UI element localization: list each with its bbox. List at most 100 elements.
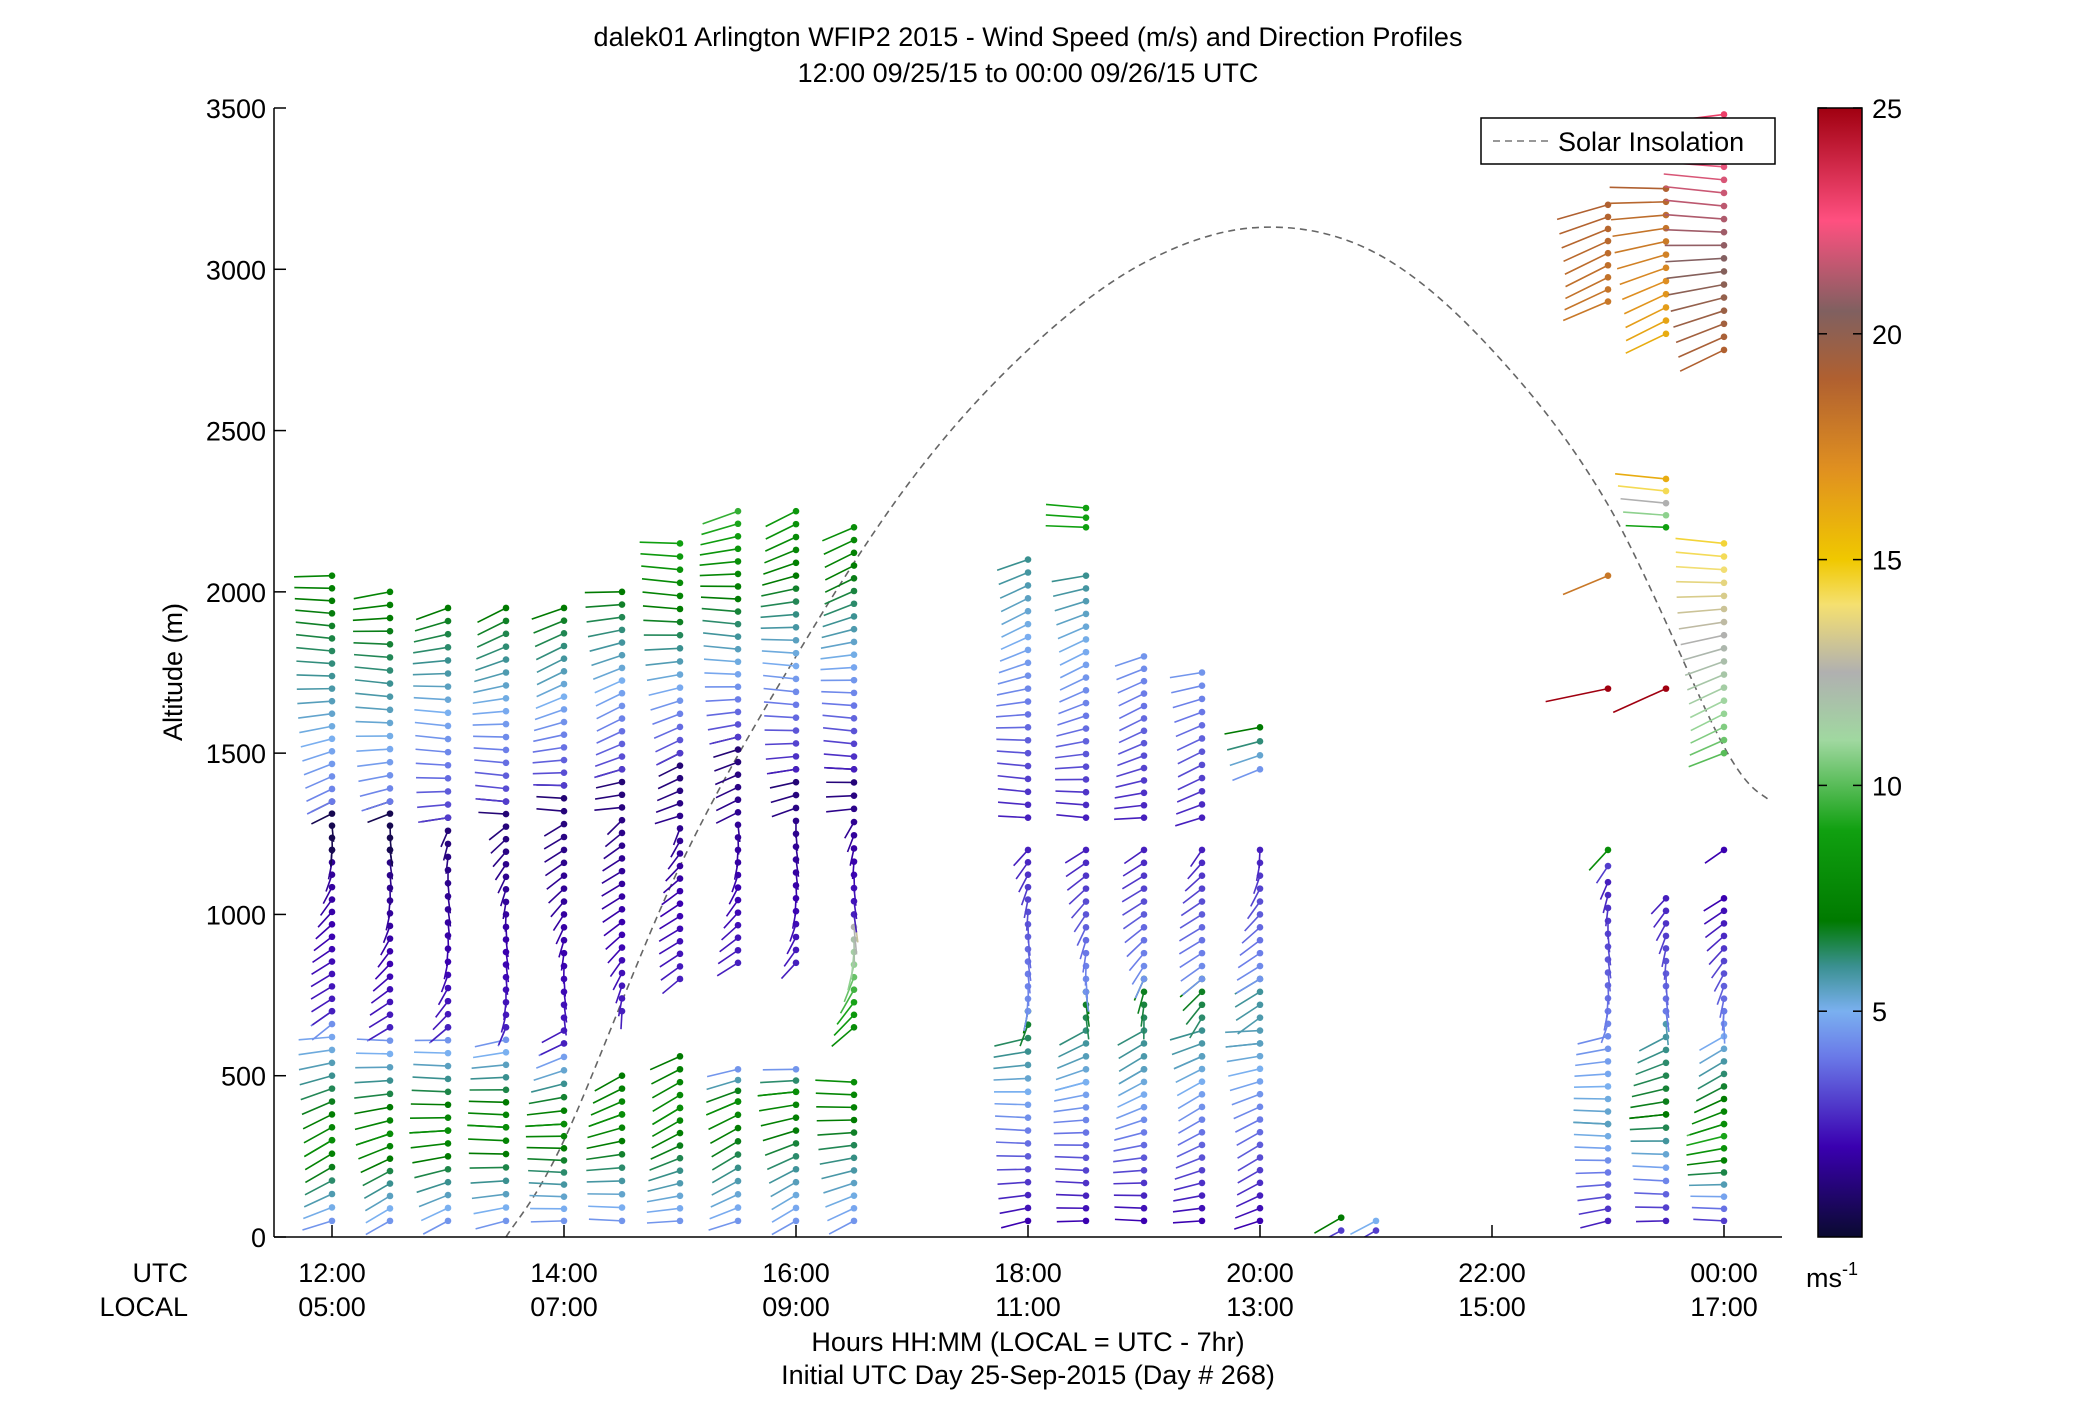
wind-barb-dot — [1082, 585, 1090, 592]
wind-barb-stick — [472, 697, 507, 705]
wind-barb-stick — [1175, 803, 1203, 815]
wind-barb-stick — [995, 1141, 1029, 1145]
wind-barb-stick — [660, 965, 681, 981]
wind-barb-dot — [1256, 1166, 1264, 1174]
wind-barb-stick — [596, 730, 623, 744]
wind-barb-dot — [1720, 982, 1728, 990]
wind-barb-dot — [1720, 241, 1728, 249]
wind-barb-stick — [1054, 600, 1087, 612]
solar-insolation-line — [505, 226, 1772, 1237]
wind-barb-dot — [560, 795, 568, 802]
wind-barb-stick — [365, 1220, 391, 1236]
wind-barb-stick — [1678, 621, 1725, 630]
wind-barb-dot — [502, 785, 510, 792]
wind-barb-stick — [410, 1103, 449, 1106]
wind-barb-stick — [311, 812, 333, 825]
wind-barb-dot — [734, 1151, 742, 1158]
wind-barb-dot — [792, 753, 800, 760]
wind-barb-stick — [536, 670, 565, 686]
wind-barb-stick — [763, 687, 797, 693]
wind-barb-dot — [1024, 1127, 1032, 1134]
colorbar-tick-label: 5 — [1872, 997, 1887, 1027]
wind-barb-dot — [618, 702, 626, 710]
wind-barb-dot — [1024, 569, 1032, 576]
wind-barb-dot — [792, 933, 800, 941]
wind-barb-dot — [1082, 648, 1090, 656]
wind-barb-stick — [652, 713, 681, 726]
wind-barb-dot — [1082, 1204, 1090, 1212]
wind-barb-dot — [328, 1085, 336, 1092]
wind-barb-dot — [676, 837, 684, 845]
wind-barb-stick — [602, 908, 623, 923]
wind-barb-dot — [1024, 1217, 1032, 1225]
wind-barb-dot — [444, 643, 452, 651]
wind-barb-dot — [1140, 1001, 1148, 1009]
wind-barb-dot — [444, 735, 452, 743]
wind-barb-dot — [1720, 307, 1728, 314]
wind-barb-dot — [1720, 618, 1728, 626]
wind-barb-dot — [676, 1217, 684, 1225]
wind-barb-stick — [416, 790, 449, 794]
wind-barb-stick — [525, 1135, 565, 1138]
wind-barb-stick — [586, 1153, 623, 1161]
wind-barb-stick — [365, 1207, 391, 1224]
wind-barb-stick — [706, 1090, 739, 1103]
wind-barb-dot — [560, 820, 568, 828]
wind-barb-stick — [354, 666, 391, 672]
wind-barb-stick — [1545, 687, 1609, 703]
wind-barb-stick — [317, 911, 333, 928]
wind-barb-dot — [1256, 1179, 1264, 1187]
wind-barb-dot — [1024, 1088, 1032, 1096]
wind-barb-dot — [792, 624, 800, 631]
wind-barb-stick — [656, 752, 681, 766]
wind-barb-dot — [328, 1033, 336, 1041]
wind-barb-dot — [792, 817, 800, 825]
wind-barb-stick — [1689, 739, 1725, 756]
wind-barb-dot — [618, 855, 626, 862]
wind-barb-stick — [1562, 300, 1609, 322]
wind-barb-dot — [328, 1124, 336, 1131]
wind-barb-dot — [1140, 764, 1148, 772]
wind-barb-stick — [646, 1207, 681, 1214]
wind-barb-stick — [1140, 1004, 1145, 1027]
wind-barb-dot — [502, 798, 510, 805]
wind-barb-stick — [1675, 323, 1725, 344]
wind-barb-dot — [444, 1088, 452, 1096]
wind-barb-dot — [1720, 294, 1728, 301]
wind-barb-dot — [386, 884, 394, 892]
wind-barb-stick — [652, 1094, 681, 1112]
wind-barb-stick — [823, 753, 855, 758]
y-tick-label: 0 — [251, 1223, 266, 1253]
wind-barb-stick — [591, 654, 623, 667]
wind-barb-stick — [1229, 754, 1261, 767]
wind-barb-dot — [1662, 920, 1670, 927]
wind-barb-stick — [995, 713, 1029, 718]
wind-barb-stick — [595, 692, 623, 707]
wind-barb-dot — [560, 872, 568, 880]
wind-barb-dot — [1372, 1227, 1380, 1234]
wind-barb-dot — [1198, 1166, 1206, 1174]
wind-barb-stick — [310, 973, 333, 988]
wind-barb-dot — [676, 618, 684, 626]
wind-barb-stick — [1173, 1055, 1203, 1070]
wind-barb-dot — [328, 1217, 336, 1225]
wind-barb-stick — [843, 976, 855, 1003]
wind-barb-dot — [1198, 988, 1206, 996]
wind-barb-dot — [1662, 1164, 1670, 1171]
y-axis-label: Altitude (m) — [158, 603, 188, 741]
wind-barb-dot — [1662, 1072, 1670, 1080]
wind-barb-stick — [367, 812, 391, 824]
wind-barb-stick — [594, 768, 623, 779]
wind-barb-stick — [716, 962, 739, 977]
wind-barb-stick — [595, 743, 623, 756]
wind-barb-dot — [618, 1085, 626, 1092]
wind-barb-stick — [661, 978, 681, 995]
wind-barb-dot — [1720, 846, 1728, 854]
wind-barb-dot — [792, 1127, 800, 1134]
wind-barb-stick — [1176, 737, 1203, 752]
wind-barb-stick — [357, 761, 391, 768]
wind-barb-dot — [1024, 711, 1032, 718]
wind-barb-stick — [1610, 214, 1667, 221]
wind-barb-stick — [1690, 726, 1725, 744]
wind-barb-stick — [818, 1144, 855, 1151]
